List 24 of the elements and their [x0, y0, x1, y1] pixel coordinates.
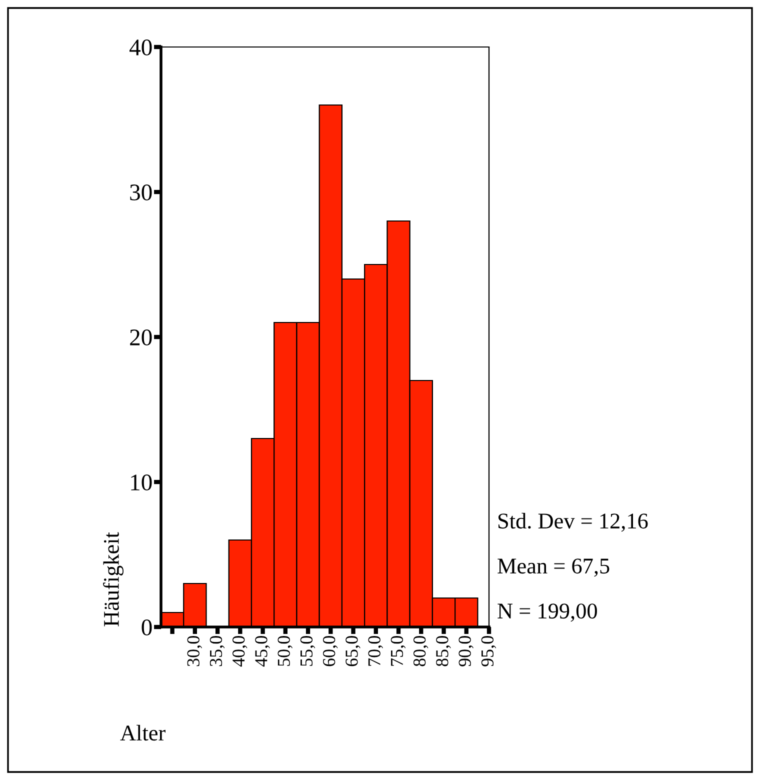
- x-axis-title: Alter: [120, 724, 166, 741]
- x-tick-label: 90,0: [458, 636, 474, 666]
- text: N = 199,00: [498, 604, 597, 622]
- x-tick-label: 40,0: [232, 636, 248, 667]
- x-tick-label: 70,0: [368, 636, 384, 666]
- y-tick-label: 20: [130, 329, 152, 346]
- y-tick-label: 10: [131, 474, 152, 490]
- text: Std. Dev = 12,16: [498, 512, 648, 532]
- x-tick-label: 65,0: [346, 636, 360, 666]
- text: Mean = 67,5: [498, 558, 610, 577]
- x-tick-label: 35,0: [210, 636, 225, 666]
- y-axis-title: Häufigkeit: [103, 532, 124, 626]
- x-tick-label: 95,0: [481, 636, 496, 666]
- x-tick-label: 45,0: [255, 636, 270, 667]
- x-tick-label: 55,0: [300, 636, 316, 666]
- x-tick-label: 60,0: [322, 636, 338, 666]
- y-tick-label: 40: [130, 39, 152, 56]
- x-tick-label: 75,0: [390, 636, 406, 666]
- y-tick-label: 0: [142, 619, 152, 636]
- y-tick-label: 30: [130, 184, 152, 200]
- x-tick-label: 80,0: [413, 636, 428, 666]
- x-tick-label: 85,0: [436, 636, 451, 666]
- x-tick-label: 50,0: [278, 636, 293, 666]
- x-tick-label: 30,0: [187, 636, 202, 666]
